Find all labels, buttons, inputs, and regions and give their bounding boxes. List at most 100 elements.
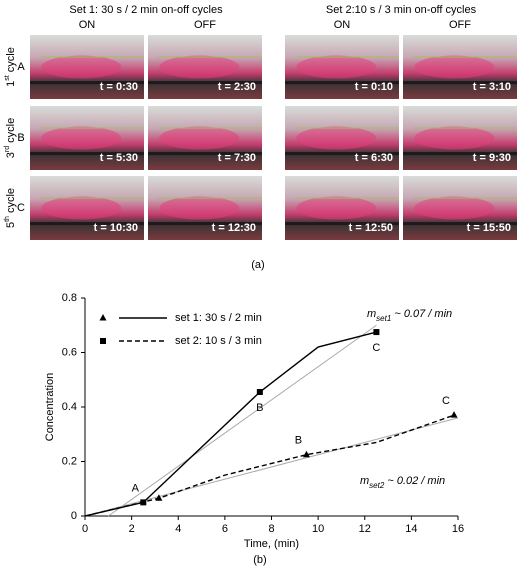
x-tick-label: 10 (312, 523, 324, 535)
row-letter: B (17, 132, 24, 144)
photo-bar (403, 222, 517, 226)
photo-highlight (296, 196, 377, 220)
photo-time: t = 12:50 (349, 222, 393, 234)
panel-label: (a) (251, 259, 264, 271)
photo-highlight (41, 126, 122, 150)
legend-label: set 1: 30 s / 2 min (175, 312, 262, 324)
photo-bar (30, 81, 144, 85)
photo-bar (148, 152, 262, 156)
y-axis-label: Concentration (44, 373, 56, 442)
photo-bar (285, 152, 399, 156)
photo-highlight (41, 196, 122, 220)
photo-bar (148, 222, 262, 226)
point-label: A (132, 482, 140, 494)
photo-time: t = 15:50 (467, 222, 511, 234)
y-tick-label: 0.4 (62, 401, 77, 413)
marker (373, 329, 380, 336)
photo-highlight (41, 55, 122, 79)
row-label-sup: st (4, 75, 11, 81)
photo-bar (403, 152, 517, 156)
point-label: B (295, 435, 302, 447)
row-label-word: cycle (5, 47, 17, 75)
x-tick-label: 8 (268, 523, 274, 535)
x-tick-label: 6 (222, 523, 228, 535)
photo-highlight (414, 126, 495, 150)
column-label: ON (334, 19, 351, 31)
photo-time: t = 5:30 (100, 152, 138, 164)
x-tick-label: 14 (405, 523, 417, 535)
marker (256, 389, 263, 396)
x-tick-label: 4 (175, 523, 181, 535)
y-tick-label: 0 (71, 510, 77, 522)
row-label: 5th cycle (4, 188, 17, 228)
marker (155, 494, 163, 501)
set-title: Set 1: 30 s / 2 min on-off cycles (69, 4, 223, 16)
slope-subscript: set2 (369, 481, 385, 490)
x-tick-label: 0 (82, 523, 88, 535)
photo-bar (148, 81, 262, 85)
column-label: OFF (194, 19, 216, 31)
photo-time: t = 10:30 (94, 222, 138, 234)
photo-time: t = 0:30 (100, 81, 138, 93)
photo-time: t = 12:30 (212, 222, 256, 234)
row-label: 3rd cycle (4, 118, 17, 158)
x-axis-label: Time, (min) (244, 538, 299, 550)
photo-time: t = 6:30 (355, 152, 393, 164)
point-label: C (372, 342, 380, 354)
slope-symbol: m (367, 308, 376, 320)
photo-highlight (296, 126, 377, 150)
x-tick-label: 2 (129, 523, 135, 535)
row-label-num: 3 (5, 152, 17, 158)
photo-time: t = 7:30 (218, 152, 256, 164)
legend-marker (100, 338, 106, 344)
row-label-num: 5 (5, 222, 17, 228)
photo-time: t = 3:10 (473, 81, 511, 93)
photo-highlight (414, 196, 495, 220)
row-label-word: cycle (5, 118, 17, 146)
row-letter: C (17, 202, 25, 214)
x-tick-label: 12 (359, 523, 371, 535)
marker (140, 499, 147, 506)
slope-annotation: mset2 ~ 0.02 / min (360, 475, 445, 490)
column-label: ON (79, 19, 96, 31)
row-label-word: cycle (5, 188, 17, 216)
set-title: Set 2:10 s / 3 min on-off cycles (326, 4, 477, 16)
panel-label: (b) (253, 554, 266, 566)
photo-bar (285, 81, 399, 85)
photo-highlight (159, 126, 240, 150)
photo-time: t = 2:30 (218, 81, 256, 93)
marker (302, 450, 310, 458)
photo-highlight (159, 196, 240, 220)
photo-time: t = 9:30 (473, 152, 511, 164)
row-letter: A (17, 61, 25, 73)
row-label-sup: rd (4, 146, 11, 152)
photo-bar (285, 222, 399, 226)
y-tick-label: 0.8 (62, 292, 77, 304)
x-tick-label: 16 (452, 523, 464, 535)
series-line (84, 331, 377, 517)
y-tick-label: 0.2 (62, 455, 77, 467)
photo-highlight (296, 55, 377, 79)
photo-highlight (159, 55, 240, 79)
slope-text: ~ 0.02 / min (384, 475, 445, 487)
photo-highlight (414, 55, 495, 79)
row-label-num: 1 (5, 81, 17, 87)
row-label-sup: th (4, 216, 11, 222)
slope-symbol: m (360, 475, 369, 487)
photo-bar (403, 81, 517, 85)
point-label: C (442, 395, 450, 407)
slope-text: ~ 0.07 / min (391, 308, 452, 320)
photo-time: t = 0:10 (355, 81, 393, 93)
legend-label: set 2: 10 s / 3 min (175, 335, 262, 347)
point-label: B (256, 402, 263, 414)
slope-subscript: set1 (376, 314, 391, 323)
row-label: 1st cycle (4, 47, 17, 87)
legend-marker (99, 314, 107, 321)
column-label: OFF (449, 19, 471, 31)
photo-bar (30, 152, 144, 156)
slope-annotation: mset1 ~ 0.07 / min (367, 308, 452, 323)
series-line (84, 414, 455, 517)
marker (450, 411, 458, 418)
photo-bar (30, 222, 144, 226)
